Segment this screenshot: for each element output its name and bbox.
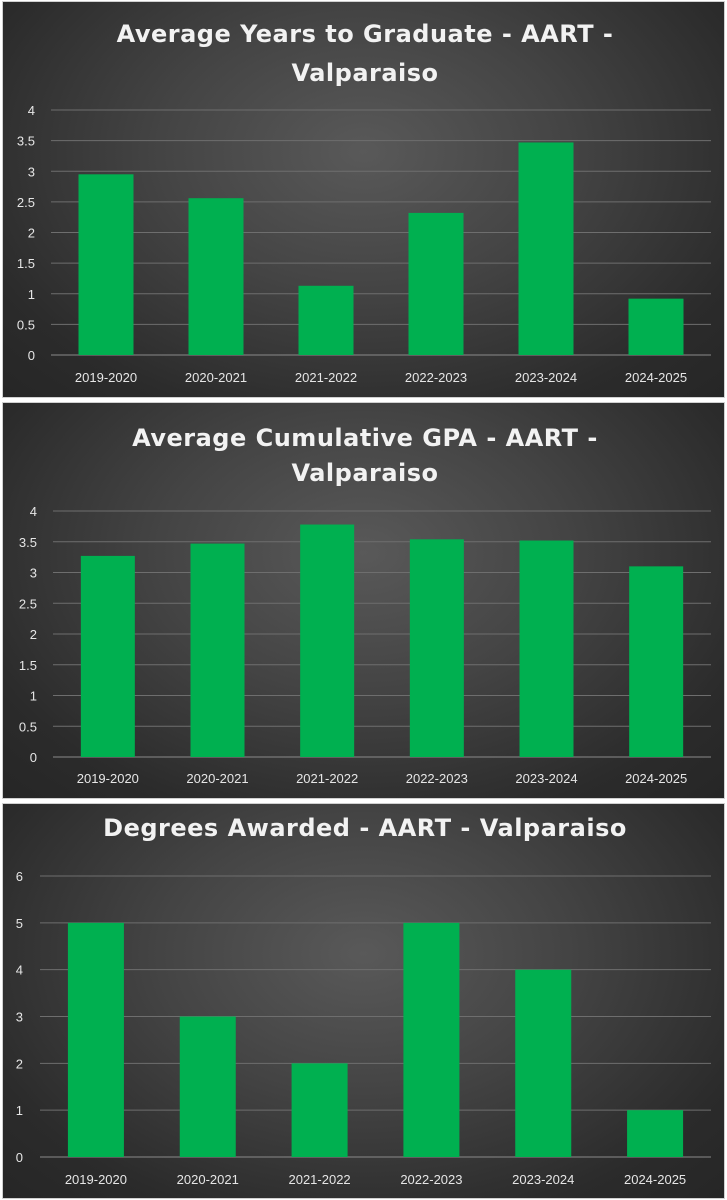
y-tick-label: 3 xyxy=(30,566,37,581)
y-tick-label: 2.5 xyxy=(19,596,37,611)
bar-2023-2024 xyxy=(515,969,572,1157)
chart-title-line-2: Valparaiso xyxy=(291,59,438,87)
y-tick-label: 3 xyxy=(16,1010,23,1025)
y-tick-label: 2 xyxy=(16,1056,23,1071)
x-category-label: 2023-2024 xyxy=(515,370,577,385)
x-category-label: 2020-2021 xyxy=(186,771,248,786)
chart-svg-cumulative-gpa: Average Cumulative GPA - AART - Valparais… xyxy=(19,424,711,786)
bar-2021-2022 xyxy=(298,285,354,355)
y-tick-label: 1.5 xyxy=(17,256,35,271)
bar-2022-2023 xyxy=(409,539,464,757)
x-category-label: 2020-2021 xyxy=(185,370,247,385)
x-category-label: 2019-2020 xyxy=(65,1172,127,1187)
x-category-label: 2021-2022 xyxy=(296,771,358,786)
chart-panel-years-to-graduate: Average Years to Graduate - AART - Valpar… xyxy=(2,1,725,398)
y-tick-label: 3 xyxy=(28,164,35,179)
y-tick-label: 2.5 xyxy=(17,195,35,210)
y-tick-label: 6 xyxy=(16,869,23,884)
bar-2020-2021 xyxy=(188,198,244,355)
y-tick-label: 2 xyxy=(30,627,37,642)
y-tick-label: 0.5 xyxy=(19,719,37,734)
x-category-label: 2019-2020 xyxy=(75,370,137,385)
chart-title-line-2: Valparaiso xyxy=(291,459,438,487)
y-tick-label: 1.5 xyxy=(19,658,37,673)
bar-2022-2023 xyxy=(403,922,460,1157)
x-category-label: 2024-2025 xyxy=(624,1172,686,1187)
chart-svg-degrees-awarded: Degrees Awarded - AART - Valparaiso 0 1 2 3 4… xyxy=(16,814,711,1187)
y-tick-label: 4 xyxy=(16,963,23,978)
bar-2023-2024 xyxy=(519,540,574,757)
bar-2024-2025 xyxy=(628,298,684,355)
y-tick-label: 3.5 xyxy=(19,535,37,550)
x-category-label: 2022-2023 xyxy=(400,1172,462,1187)
bar-2021-2022 xyxy=(300,524,355,757)
bar-2024-2025 xyxy=(629,566,684,757)
y-tick-label: 0 xyxy=(30,750,37,765)
chart-title-line-1: Average Cumulative GPA - AART - xyxy=(132,424,598,452)
bar-2019-2020 xyxy=(78,174,134,355)
x-category-label: 2023-2024 xyxy=(515,771,577,786)
bar-2021-2022 xyxy=(291,1063,348,1157)
x-category-label: 2022-2023 xyxy=(406,771,468,786)
y-tick-label: 0 xyxy=(16,1150,23,1165)
y-tick-label: 2 xyxy=(28,226,35,241)
bar-2024-2025 xyxy=(627,1110,684,1157)
chart-panel-degrees-awarded: Degrees Awarded - AART - Valparaiso 0 1 2 3 4… xyxy=(2,803,725,1199)
x-category-label: 2019-2020 xyxy=(77,771,139,786)
x-category-label: 2024-2025 xyxy=(625,771,687,786)
bar-2023-2024 xyxy=(518,142,574,355)
x-category-label: 2021-2022 xyxy=(288,1172,350,1187)
x-category-label: 2022-2023 xyxy=(405,370,467,385)
bar-2022-2023 xyxy=(408,212,464,355)
chart-panel-cumulative-gpa: Average Cumulative GPA - AART - Valparais… xyxy=(2,402,725,799)
y-tick-label: 1 xyxy=(30,689,37,704)
x-category-label: 2020-2021 xyxy=(177,1172,239,1187)
y-tick-label: 0 xyxy=(28,348,35,363)
chart-title-line-1: Degrees Awarded - AART - Valparaiso xyxy=(103,814,627,842)
y-tick-label: 1 xyxy=(28,287,35,302)
x-category-label: 2021-2022 xyxy=(295,370,357,385)
y-tick-label: 4 xyxy=(28,103,35,118)
bar-2020-2021 xyxy=(179,1016,236,1157)
chart-svg-years-to-graduate: Average Years to Graduate - AART - Valpar… xyxy=(17,20,711,385)
bar-2020-2021 xyxy=(190,543,245,757)
y-tick-label: 3.5 xyxy=(17,134,35,149)
y-tick-label: 5 xyxy=(16,916,23,931)
y-tick-label: 1 xyxy=(16,1103,23,1118)
bar-2019-2020 xyxy=(67,922,124,1157)
x-category-label: 2023-2024 xyxy=(512,1172,574,1187)
y-tick-label: 4 xyxy=(30,504,37,519)
chart-title-line-1: Average Years to Graduate - AART - xyxy=(117,20,614,48)
x-category-label: 2024-2025 xyxy=(625,370,687,385)
y-tick-label: 0.5 xyxy=(17,317,35,332)
bar-2019-2020 xyxy=(80,555,135,757)
